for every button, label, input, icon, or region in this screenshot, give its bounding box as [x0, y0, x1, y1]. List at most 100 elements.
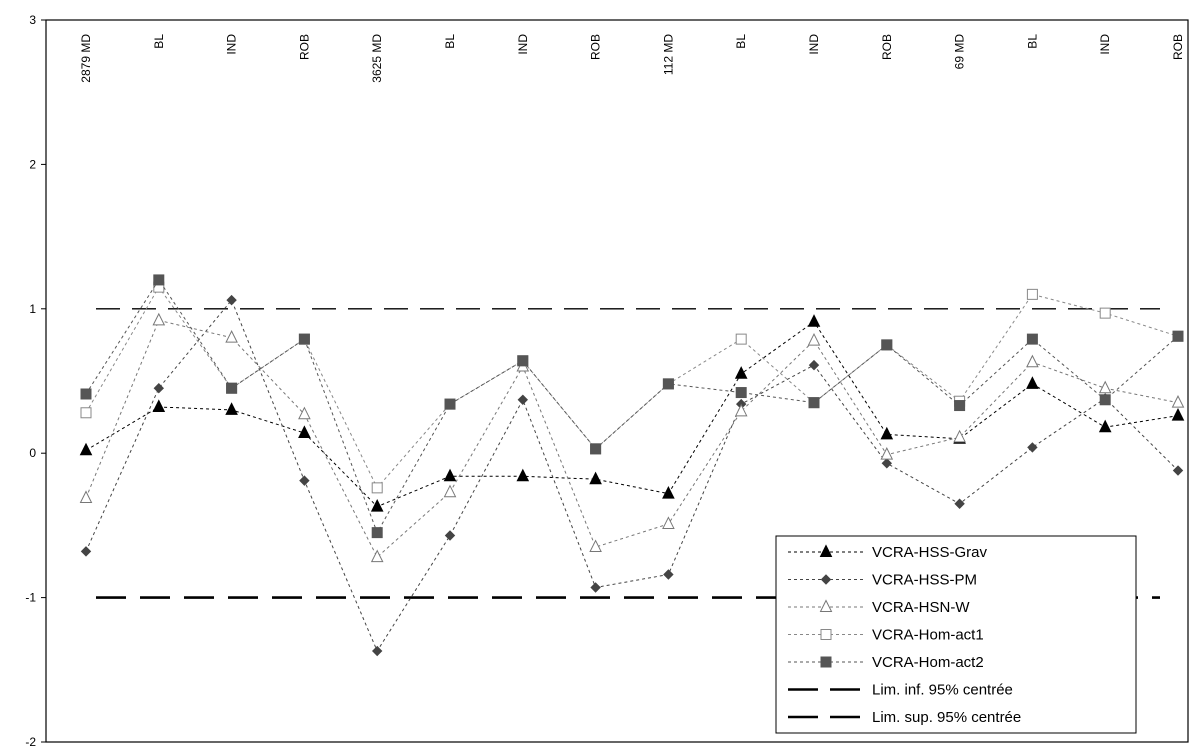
data-point: [1026, 376, 1039, 389]
legend-label: VCRA-HSN-W: [872, 599, 970, 616]
data-point: [1099, 307, 1111, 319]
data-point: [1172, 330, 1184, 342]
data-point: [443, 484, 457, 498]
data-point: [225, 330, 238, 343]
legend-entry: VCRA-HSS-PM: [788, 572, 977, 589]
series-vcra-hss-pm: [80, 294, 1184, 657]
series-vcra-hom-act2: [80, 274, 1184, 539]
legend-label: Lim. inf. 95% centrée: [872, 682, 1013, 699]
legend-entry: Lim. inf. 95% centrée: [788, 682, 1013, 699]
data-point: [1099, 394, 1111, 406]
data-point: [226, 382, 238, 394]
x-tick-label: ROB: [589, 34, 603, 60]
data-point: [807, 332, 821, 346]
series-vcra-hsn-w: [79, 312, 1185, 563]
x-tick-label: 69 MD: [953, 34, 967, 70]
series-vcra-hom-act1: [80, 281, 1184, 494]
y-tick-label: -2: [25, 735, 36, 749]
data-point: [371, 482, 383, 494]
data-point: [808, 359, 820, 371]
data-point: [735, 333, 747, 345]
data-point: [735, 387, 747, 399]
data-point: [1171, 395, 1185, 408]
data-point: [80, 407, 92, 419]
data-point: [80, 388, 92, 400]
data-point: [1026, 333, 1038, 345]
x-tick-label: 3625 MD: [370, 34, 384, 83]
legend-label: VCRA-HSS-Grav: [872, 544, 988, 561]
x-axis-labels: 2879 MD BL IND ROB 3625 MD BL IND ROB 112 MD BL IN…: [79, 34, 1185, 83]
data-point: [881, 339, 893, 351]
data-point: [153, 274, 165, 286]
series-line: [85, 299, 1179, 653]
legend-label: VCRA-HSS-PM: [872, 572, 977, 589]
plot-frame: [45, 19, 1189, 743]
x-tick-label: 2879 MD: [79, 34, 93, 83]
legend-entry: VCRA-Hom-act2: [788, 654, 984, 671]
y-tick-label: -1: [25, 591, 36, 605]
x-tick-label: ROB: [880, 34, 894, 60]
data-point: [443, 468, 457, 482]
data-point: [954, 400, 966, 412]
x-tick-label: BL: [152, 34, 166, 49]
data-point: [807, 314, 821, 327]
data-point: [590, 443, 602, 455]
x-tick-label: BL: [443, 34, 457, 49]
data-point: [1026, 354, 1039, 368]
series-line: [85, 286, 1179, 489]
data-point: [444, 398, 456, 410]
data-point: [517, 394, 529, 405]
data-point: [590, 582, 601, 593]
legend: VCRA-HSS-Grav VCRA-HSS-PM VCRA-HSN-W VCRA-H…: [775, 535, 1137, 734]
data-point: [953, 429, 966, 443]
data-point: [820, 629, 832, 640]
data-point: [371, 527, 383, 539]
data-point: [819, 544, 833, 557]
data-point: [153, 383, 165, 394]
data-point: [152, 312, 166, 326]
data-point: [80, 546, 92, 557]
data-point: [516, 468, 530, 482]
data-point: [808, 397, 820, 409]
data-point: [954, 498, 965, 509]
data-point: [79, 490, 93, 503]
data-point: [589, 539, 602, 553]
x-tick-label: IND: [516, 34, 530, 55]
data-point: [225, 402, 238, 415]
data-point: [517, 355, 529, 367]
data-point: [820, 574, 832, 585]
series-vcra-hss-grav: [79, 314, 1185, 512]
data-point: [881, 458, 893, 469]
y-tick-label: 0: [29, 446, 36, 460]
data-point: [79, 442, 93, 456]
legend-entry: Lim. sup. 95% centrée: [788, 709, 1021, 726]
data-point: [1098, 380, 1112, 394]
y-tick-label: 1: [29, 302, 36, 316]
y-axis: 3 2 1 0 -1 -2: [25, 13, 46, 749]
data-point: [298, 333, 310, 345]
x-tick-label: IND: [1098, 34, 1112, 55]
data-point: [370, 499, 384, 512]
data-point: [299, 475, 310, 486]
x-tick-label: 112 MD: [661, 34, 675, 75]
x-tick-label: BL: [1025, 34, 1039, 49]
y-tick-label: 3: [29, 13, 36, 27]
x-tick-label: ROB: [297, 34, 311, 60]
legend-entry: VCRA-HSS-Grav: [788, 544, 988, 561]
data-point: [152, 399, 166, 412]
data-point: [1026, 288, 1038, 300]
data-point: [880, 426, 894, 440]
legend-entry: VCRA-HSN-W: [788, 599, 970, 616]
data-point: [226, 294, 237, 306]
data-point: [298, 406, 311, 420]
data-point: [734, 366, 748, 379]
data-point: [1098, 419, 1112, 433]
data-point: [370, 549, 384, 563]
series-line: [85, 321, 1179, 508]
data-point: [820, 656, 832, 668]
data-point: [1027, 442, 1038, 453]
series-line: [85, 279, 1179, 534]
data-point: [1172, 465, 1184, 476]
legend-entry: VCRA-Hom-act1: [788, 627, 984, 644]
